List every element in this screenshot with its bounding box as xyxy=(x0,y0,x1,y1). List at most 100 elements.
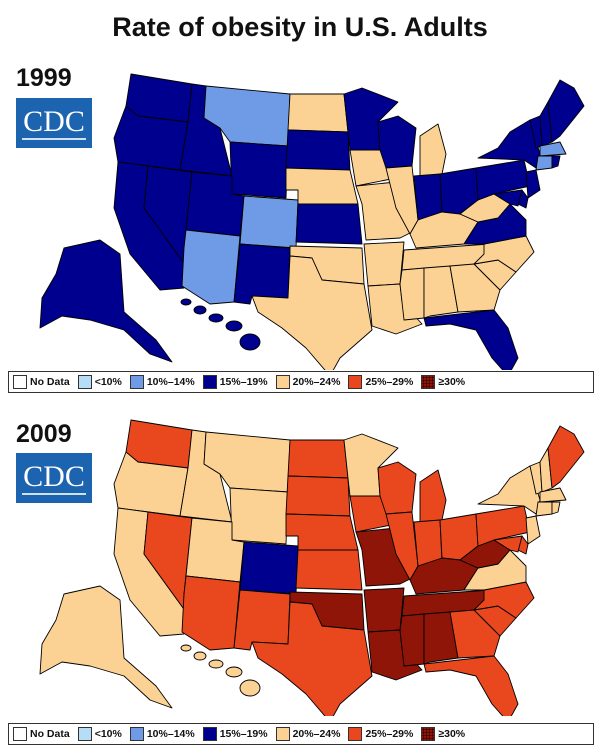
state-TX xyxy=(251,601,373,716)
state-MD xyxy=(493,189,523,207)
state-NC xyxy=(473,581,535,619)
obesity-map-1999 xyxy=(39,73,585,370)
cdc-logo: CDC xyxy=(16,98,92,148)
state-NM xyxy=(233,589,291,651)
year-label-1999: 1999 xyxy=(16,64,72,92)
state-WI xyxy=(377,115,417,169)
legend-item: ≥30% xyxy=(421,375,465,389)
legend-label: 10%–14% xyxy=(146,728,195,740)
legend-item: No Data xyxy=(13,727,70,741)
state-GA xyxy=(449,263,501,313)
legend-item: 25%–29% xyxy=(348,727,413,741)
legend-label: 10%–14% xyxy=(146,376,195,388)
state-AZ xyxy=(181,575,241,651)
state-TX xyxy=(251,255,373,370)
state-HI xyxy=(180,298,261,351)
legend-item: 25%–29% xyxy=(348,375,413,389)
legend-item: 15%–19% xyxy=(202,375,268,389)
legend-item: No Data xyxy=(13,375,70,389)
state-PA xyxy=(475,159,531,201)
legend-item: <10% xyxy=(77,727,122,741)
cdc-logo: CDC xyxy=(16,453,92,503)
state-WY xyxy=(229,487,289,545)
state-MD xyxy=(493,535,523,553)
state-FL xyxy=(423,655,519,716)
state-FL xyxy=(423,309,519,370)
state-PA xyxy=(475,505,531,547)
state-KS xyxy=(295,203,363,245)
state-CO xyxy=(239,541,299,595)
legend-label: <10% xyxy=(94,728,122,740)
state-AK xyxy=(39,239,173,363)
legend-label: 20%–24% xyxy=(292,376,341,388)
page-title: Rate of obesity in U.S. Adults xyxy=(112,12,488,42)
legend-item: <10% xyxy=(77,375,122,389)
state-MA xyxy=(539,141,567,157)
state-ND xyxy=(287,439,349,479)
state-CT xyxy=(535,501,553,517)
state-NJ xyxy=(525,515,541,545)
legend-label: <10% xyxy=(94,376,122,388)
legend-swatch xyxy=(275,375,290,389)
legend-label: 15%–19% xyxy=(219,376,268,388)
state-NY xyxy=(477,119,541,169)
state-MI xyxy=(419,469,447,523)
legend-swatch xyxy=(129,375,144,389)
cdc-logo-text: CDC xyxy=(23,105,85,138)
cdc-logo-text: CDC xyxy=(23,460,85,493)
legend-2009: No Data <10% 10%–14% 15%–19% 20%–24% 25%… xyxy=(8,723,594,745)
state-NM xyxy=(233,243,291,305)
state-NE xyxy=(285,167,359,205)
state-CO xyxy=(239,195,299,249)
legend-item: ≥30% xyxy=(421,727,465,741)
state-AZ xyxy=(181,229,241,305)
state-NJ xyxy=(525,169,541,199)
legend-item: 10%–14% xyxy=(129,727,195,741)
state-MI xyxy=(419,123,447,177)
state-NC xyxy=(473,235,535,273)
legend-label: 20%–24% xyxy=(292,728,341,740)
state-AK xyxy=(39,585,173,709)
legend-swatch xyxy=(202,375,217,389)
state-ND xyxy=(287,93,349,133)
legend-swatch xyxy=(421,375,436,389)
state-ME xyxy=(547,79,585,143)
state-MS xyxy=(399,267,425,321)
state-AR xyxy=(363,587,405,633)
obesity-map-2009 xyxy=(39,419,585,716)
legend-swatch xyxy=(421,727,436,741)
legend-label: ≥30% xyxy=(438,728,466,740)
state-NE xyxy=(285,513,359,551)
legend-label: ≥30% xyxy=(438,376,466,388)
legend-1999: No Data <10% 10%–14% 15%–19% 20%–24% 25%… xyxy=(8,371,594,393)
legend-label: No Data xyxy=(30,376,70,388)
state-GA xyxy=(449,609,501,659)
state-MA xyxy=(539,487,567,503)
state-ME xyxy=(547,425,585,489)
state-HI xyxy=(180,644,261,697)
state-RI xyxy=(551,155,561,169)
legend-label: 25%–29% xyxy=(365,728,414,740)
state-MS xyxy=(399,613,425,667)
legend-item: 20%–24% xyxy=(275,375,341,389)
legend-item: 20%–24% xyxy=(275,727,341,741)
legend-swatch xyxy=(77,375,92,389)
state-SD xyxy=(285,475,351,517)
legend-label: No Data xyxy=(30,728,70,740)
legend-swatch xyxy=(348,727,363,741)
state-AR xyxy=(363,241,405,287)
legend-swatch xyxy=(13,727,27,741)
state-WY xyxy=(229,141,289,199)
state-SD xyxy=(285,129,351,171)
legend-label: 15%–19% xyxy=(219,728,268,740)
state-KS xyxy=(295,549,363,591)
legend-swatch xyxy=(348,375,363,389)
legend-swatch xyxy=(13,375,27,389)
state-CT xyxy=(535,155,553,171)
state-RI xyxy=(551,501,561,515)
legend-swatch xyxy=(129,727,144,741)
legend-swatch xyxy=(275,727,290,741)
legend-label: 25%–29% xyxy=(365,376,414,388)
legend-swatch xyxy=(202,727,217,741)
state-WI xyxy=(377,461,417,515)
